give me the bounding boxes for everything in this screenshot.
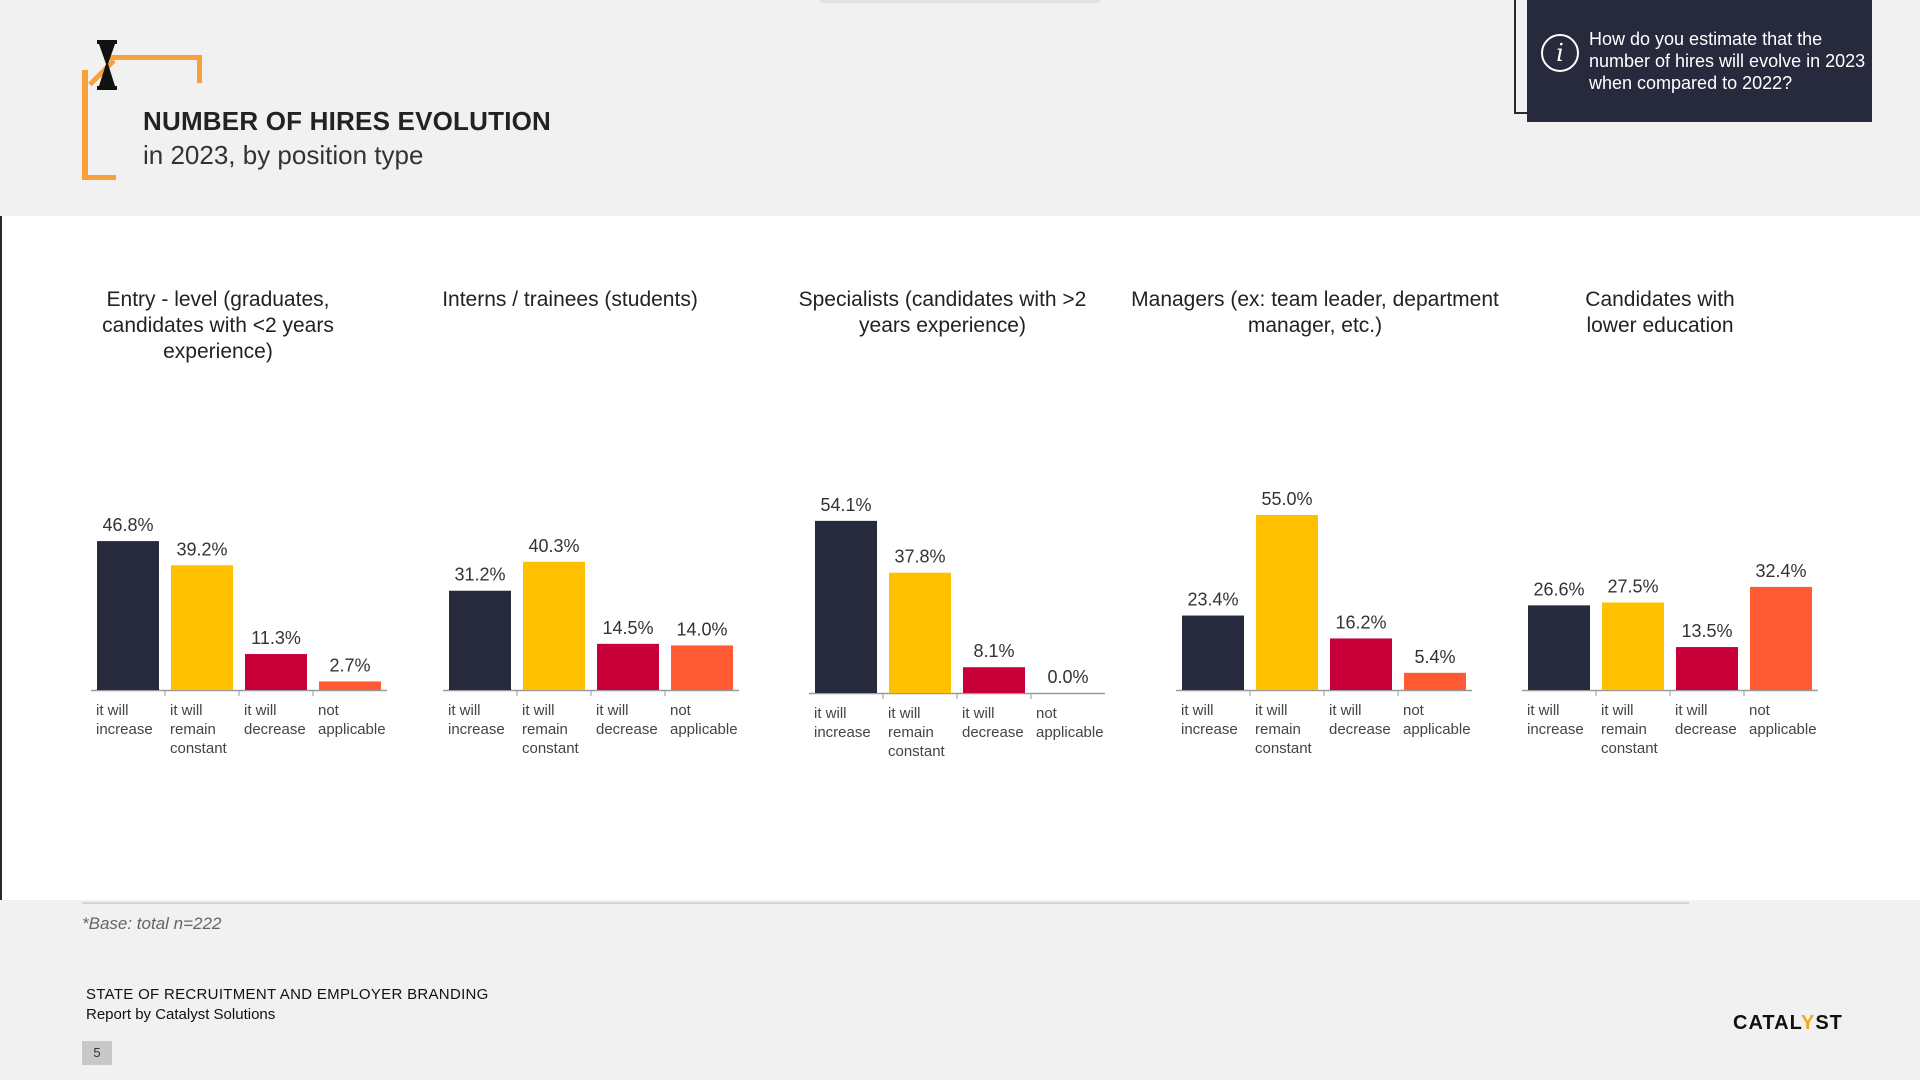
chart-1-bar-not-applicable	[671, 645, 733, 690]
chart-2-bar-increase	[815, 520, 877, 693]
chart-3-value-label-decrease: 16.2%	[1335, 612, 1386, 632]
hourglass-icon	[97, 40, 117, 90]
chart-4-value-label-not-applicable: 32.4%	[1755, 561, 1806, 581]
chart-title-managers: Managers (ex: team leader, department ma…	[1131, 288, 1499, 337]
chart-2-value-label-not-applicable: 0.0%	[1047, 667, 1088, 687]
chart-0-category-label-decrease: it will decrease	[244, 702, 306, 738]
chart-0-value-label-increase: 46.8%	[102, 515, 153, 535]
chart-4-bar-increase	[1528, 605, 1590, 690]
chart-4-bar-not-applicable	[1750, 586, 1812, 690]
chart-3-category-label-increase: it will increase	[1181, 702, 1238, 738]
chart-title-interns: Interns / trainees (students)	[442, 288, 698, 311]
chart-0-bar-remain-constant	[171, 565, 233, 690]
chart-2-category-label-remain-constant: it will remain constant	[888, 705, 946, 760]
chart-2-bar-decrease	[963, 667, 1025, 693]
info-icon: i	[1541, 34, 1579, 72]
chart-0-category-label-increase: it will increase	[96, 702, 153, 738]
chart-3-bar-not-applicable	[1404, 672, 1466, 690]
chart-2-category-label-increase: it will increase	[814, 705, 871, 741]
chart-3-bar-increase	[1182, 615, 1244, 690]
chart-2-category-label-decrease: it will decrease	[962, 705, 1024, 741]
chart-3-value-label-not-applicable: 5.4%	[1414, 647, 1455, 667]
chart-3-value-label-increase: 23.4%	[1187, 590, 1238, 610]
chart-4-category-label-decrease: it will decrease	[1675, 702, 1737, 738]
page-title: NUMBER OF HIRES EVOLUTION	[143, 106, 552, 136]
chart-2-category-label-not-applicable: not applicable	[1036, 705, 1104, 741]
chart-1-category-label-not-applicable: not applicable	[670, 702, 738, 738]
chart-3-bar-decrease	[1330, 638, 1392, 690]
chart-1-category-label-decrease: it will decrease	[596, 702, 658, 738]
decorative-line	[820, 0, 1100, 3]
chart-4-category-label-not-applicable: not applicable	[1749, 702, 1817, 738]
chart-4-bar-remain-constant	[1602, 602, 1664, 690]
chart-2-value-label-increase: 54.1%	[820, 495, 871, 515]
chart-3-category-label-decrease: it will decrease	[1329, 702, 1391, 738]
chart-2-value-label-remain-constant: 37.8%	[894, 547, 945, 567]
chart-4-category-label-increase: it will increase	[1527, 702, 1584, 738]
chart-1-value-label-remain-constant: 40.3%	[528, 536, 579, 556]
chart-0-value-label-not-applicable: 2.7%	[329, 655, 370, 675]
chart-2-bar-remain-constant	[889, 572, 951, 693]
chart-title-specialists: Specialists (candidates with >2 years ex…	[798, 288, 1087, 337]
footer-divider	[82, 902, 1689, 904]
chart-0-value-label-remain-constant: 39.2%	[176, 539, 227, 559]
report-title: STATE OF RECRUITMENT AND EMPLOYER BRANDI…	[86, 986, 489, 1003]
question-box: i How do you estimate that the number of…	[1527, 0, 1872, 122]
chart-4-bar-decrease	[1676, 647, 1738, 690]
orange-bracket	[82, 70, 88, 180]
chart-4-value-label-decrease: 13.5%	[1681, 621, 1732, 641]
orange-bracket-corner	[197, 55, 202, 83]
chart-4-category-label-remain-constant: it will remain constant	[1601, 702, 1659, 757]
orange-bracket-top	[108, 55, 202, 60]
chart-1-category-label-increase: it will increase	[448, 702, 505, 738]
chart-4-value-label-increase: 26.6%	[1533, 579, 1584, 599]
chart-0-value-label-decrease: 11.3%	[251, 628, 301, 648]
chart-2-value-label-decrease: 8.1%	[973, 641, 1014, 661]
chart-0-bar-increase	[97, 541, 159, 690]
chart-1-bar-decrease	[597, 643, 659, 690]
page-subtitle: in 2023, by position type	[143, 140, 424, 170]
chart-0-bar-decrease	[245, 654, 307, 690]
orange-bracket-bottom	[82, 175, 116, 180]
chart-1-bar-remain-constant	[523, 561, 585, 690]
question-text: How do you estimate that the number of h…	[1589, 29, 1866, 93]
charts-panel	[0, 216, 1920, 900]
chart-3-bar-remain-constant	[1256, 515, 1318, 690]
report-subtitle: Report by Catalyst Solutions	[86, 1006, 276, 1023]
chart-title-entry-level: Entry - level (graduates, candidates wit…	[102, 288, 334, 363]
chart-1-value-label-decrease: 14.5%	[602, 618, 653, 638]
catalyst-logo: CATALYST	[1733, 1012, 1843, 1034]
chart-1-bar-increase	[449, 590, 511, 690]
chart-0-category-label-remain-constant: it will remain constant	[170, 702, 228, 757]
chart-1-category-label-remain-constant: it will remain constant	[522, 702, 580, 757]
page-number: 5	[82, 1041, 112, 1065]
chart-4-value-label-remain-constant: 27.5%	[1607, 577, 1658, 597]
chart-3-category-label-remain-constant: it will remain constant	[1255, 702, 1313, 757]
chart-1-value-label-increase: 31.2%	[454, 565, 505, 585]
chart-0-bar-not-applicable	[319, 681, 381, 690]
base-note: *Base: total n=222	[82, 914, 222, 933]
chart-3-category-label-not-applicable: not applicable	[1403, 702, 1471, 738]
chart-title-lower-education: Candidates with lower education	[1585, 288, 1735, 337]
chart-1-value-label-not-applicable: 14.0%	[676, 619, 727, 639]
chart-0-category-label-not-applicable: not applicable	[318, 702, 386, 738]
chart-3-value-label-remain-constant: 55.0%	[1261, 489, 1312, 509]
